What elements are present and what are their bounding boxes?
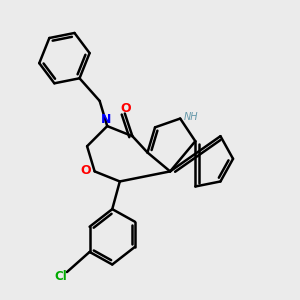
Text: Cl: Cl [54,270,67,283]
Text: N: N [101,112,111,125]
Text: O: O [121,103,131,116]
Text: O: O [80,164,91,177]
Text: NH: NH [184,112,198,122]
